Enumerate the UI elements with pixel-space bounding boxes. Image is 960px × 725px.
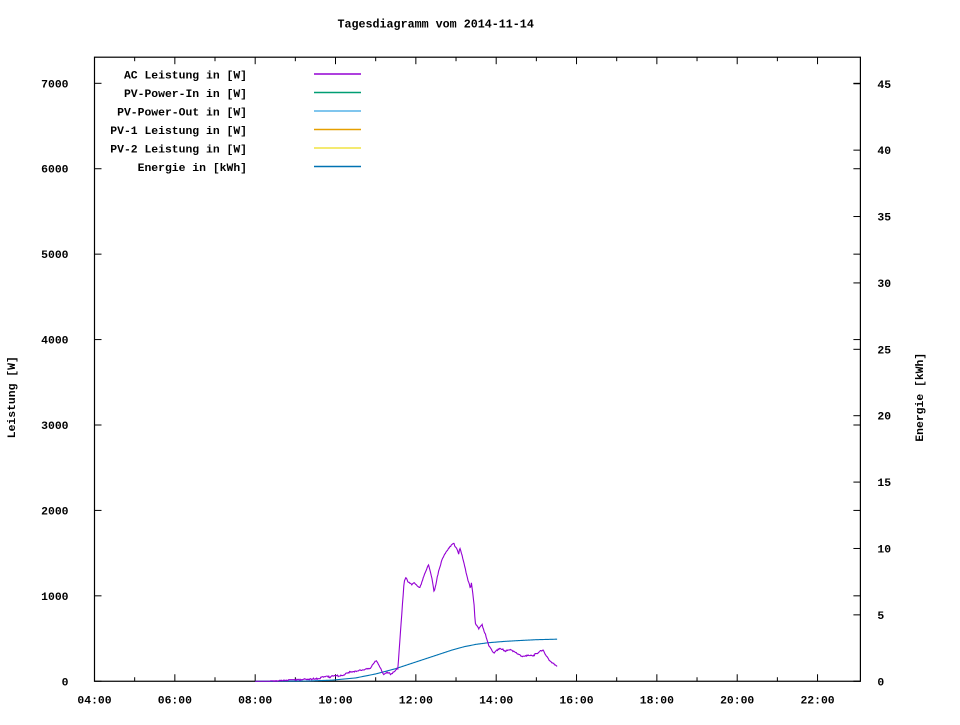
- svg-text:20:00: 20:00: [720, 695, 754, 707]
- svg-text:Leistung [W]: Leistung [W]: [7, 356, 19, 438]
- svg-text:20: 20: [877, 412, 891, 424]
- svg-text:18:00: 18:00: [640, 695, 674, 707]
- svg-text:5: 5: [877, 611, 884, 623]
- svg-text:4000: 4000: [41, 336, 69, 348]
- svg-text:40: 40: [877, 146, 891, 158]
- svg-text:PV-Power-Out in [W]: PV-Power-Out in [W]: [117, 108, 247, 120]
- svg-text:30: 30: [877, 279, 891, 291]
- svg-text:Energie in [kWh]: Energie in [kWh]: [138, 163, 247, 175]
- svg-text:08:00: 08:00: [238, 695, 272, 707]
- svg-text:06:00: 06:00: [158, 695, 192, 707]
- svg-text:45: 45: [877, 80, 891, 92]
- svg-text:15: 15: [877, 478, 891, 490]
- svg-text:2000: 2000: [41, 506, 69, 518]
- svg-text:14:00: 14:00: [479, 695, 513, 707]
- svg-text:AC Leistung in [W]: AC Leistung in [W]: [124, 71, 247, 83]
- svg-text:0: 0: [62, 677, 69, 689]
- svg-text:3000: 3000: [41, 421, 69, 433]
- svg-text:16:00: 16:00: [559, 695, 593, 707]
- svg-text:PV-2 Leistung in [W]: PV-2 Leistung in [W]: [110, 145, 247, 157]
- svg-text:10:00: 10:00: [318, 695, 352, 707]
- svg-text:5000: 5000: [41, 250, 69, 262]
- svg-text:10: 10: [877, 544, 891, 556]
- svg-text:Tagesdiagramm vom 2014-11-14: Tagesdiagramm vom 2014-11-14: [337, 18, 533, 32]
- svg-text:PV-Power-In in [W]: PV-Power-In in [W]: [124, 89, 247, 101]
- svg-text:12:00: 12:00: [399, 695, 433, 707]
- svg-text:04:00: 04:00: [77, 695, 111, 707]
- svg-text:6000: 6000: [41, 165, 69, 177]
- svg-text:PV-1 Leistung in [W]: PV-1 Leistung in [W]: [110, 126, 247, 138]
- svg-text:22:00: 22:00: [800, 695, 834, 707]
- svg-text:0: 0: [877, 677, 884, 689]
- svg-text:1000: 1000: [41, 592, 69, 604]
- svg-text:35: 35: [877, 213, 891, 225]
- svg-text:7000: 7000: [41, 79, 69, 91]
- svg-text:25: 25: [877, 345, 891, 357]
- svg-text:Energie [kWh]: Energie [kWh]: [915, 353, 927, 442]
